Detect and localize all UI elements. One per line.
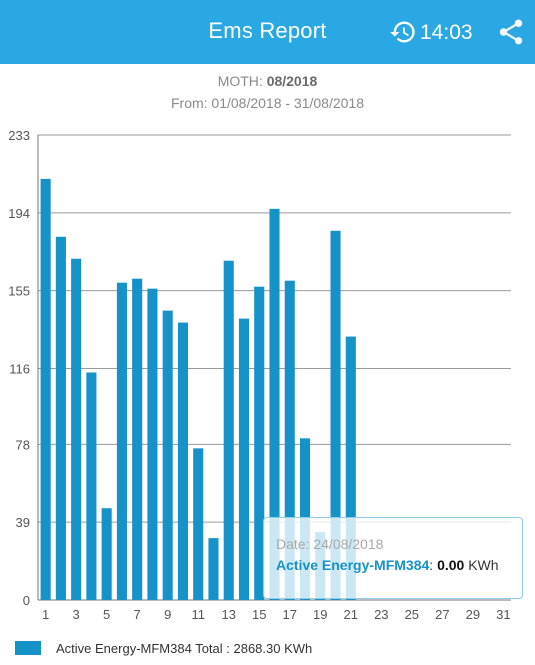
tooltip-series-name: Active Energy-MFM384 [276, 557, 430, 573]
bar [208, 538, 219, 600]
bar [223, 260, 234, 600]
app-bar: Ems Report 14:03 [0, 0, 535, 64]
tooltip-separator: : [429, 557, 438, 573]
bar [86, 372, 97, 600]
tooltip-value: 0.00 [437, 557, 465, 573]
bar [101, 508, 112, 600]
y-tick-label: 0 [23, 593, 30, 608]
x-tick-label: 11 [191, 607, 205, 622]
legend-label: Active Energy-MFM384 Total : 2868.30 KWh [56, 641, 313, 656]
tooltip-date: Date: 24/08/2018 [276, 536, 384, 552]
month-value: 08/2018 [266, 73, 318, 89]
bar [193, 448, 204, 600]
x-tick-label: 25 [405, 607, 419, 622]
bar [147, 288, 158, 600]
bar [330, 230, 341, 600]
x-tick-label: 3 [73, 607, 80, 622]
x-tick-label: 19 [313, 607, 327, 622]
bar [40, 178, 51, 600]
x-tick-label: 29 [466, 607, 480, 622]
tooltip-value-line: Active Energy-MFM384: 0.00 KWh [276, 557, 499, 573]
month-label: MOTH: [217, 73, 267, 89]
x-tick-label: 7 [134, 607, 141, 622]
legend-swatch [15, 641, 41, 655]
bar [254, 286, 265, 600]
y-tick-label: 233 [8, 128, 30, 143]
x-tick-label: 27 [435, 607, 449, 622]
date-range: From: 01/08/2018 - 31/08/2018 [170, 95, 365, 111]
bar [116, 282, 127, 600]
month-line: MOTH: 08/2018 [0, 73, 535, 89]
bar [132, 278, 143, 600]
bar [71, 258, 82, 600]
y-tick-label: 39 [16, 515, 30, 530]
x-tick-label: 1 [42, 607, 49, 622]
y-tick-label: 78 [16, 437, 30, 452]
history-icon[interactable] [389, 18, 417, 46]
bar [177, 322, 188, 600]
bar [162, 310, 173, 600]
x-tick-label: 13 [221, 607, 235, 622]
page-title: Ems Report [208, 18, 327, 43]
bar [55, 236, 66, 600]
bar [238, 318, 250, 600]
bar [345, 336, 356, 600]
y-tick-label: 194 [8, 206, 30, 221]
y-tick-label: 116 [9, 361, 30, 376]
x-tick-label: 21 [344, 607, 358, 622]
chart-tooltip: Date: 24/08/2018 Active Energy-MFM384: 0… [263, 517, 523, 599]
x-tick-label: 15 [252, 607, 266, 622]
x-tick-label: 17 [283, 607, 297, 622]
x-tick-label: 23 [374, 607, 388, 622]
x-tick-label: 9 [164, 607, 171, 622]
share-icon[interactable] [496, 17, 526, 47]
tooltip-unit: KWh [464, 557, 499, 573]
y-tick-label: 155 [8, 284, 30, 299]
bar [269, 208, 280, 601]
bar [284, 280, 295, 600]
time-label[interactable]: 14:03 [420, 21, 473, 44]
x-tick-label: 5 [103, 607, 110, 622]
x-tick-label: 31 [496, 607, 510, 622]
